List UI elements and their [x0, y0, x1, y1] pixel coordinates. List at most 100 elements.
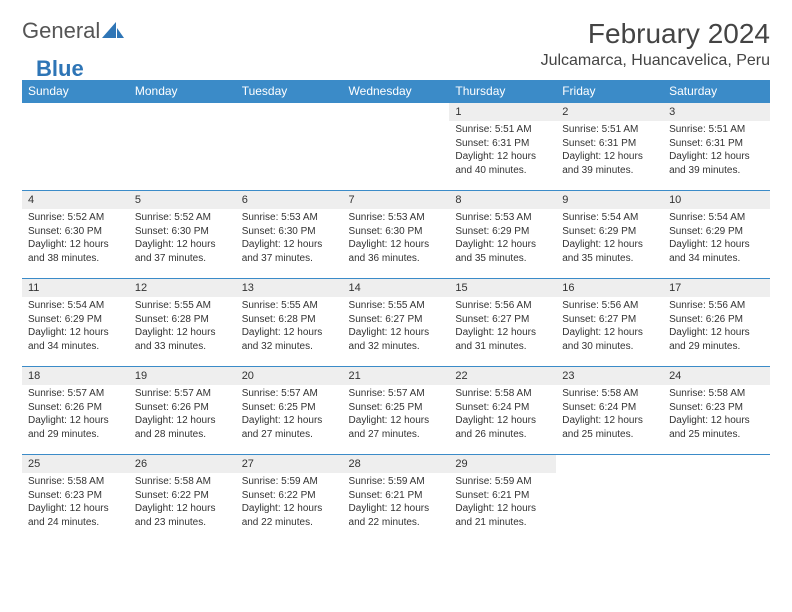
sunset-line: Sunset: 6:29 PM: [28, 314, 102, 325]
calendar-day-cell: 11Sunrise: 5:54 AMSunset: 6:29 PMDayligh…: [22, 279, 129, 367]
sunset-line: Sunset: 6:25 PM: [242, 402, 316, 413]
sunrise-line: Sunrise: 5:52 AM: [135, 212, 211, 223]
day-info: Sunrise: 5:57 AM Sunset: 6:26 PM Daylight:…: [129, 385, 236, 445]
day-number: 20: [236, 367, 343, 385]
sunset-line: Sunset: 6:30 PM: [135, 226, 209, 237]
daylight-line: Daylight: 12 hours and 28 minutes.: [135, 415, 216, 440]
day-number: 3: [663, 103, 770, 121]
day-number: 26: [129, 455, 236, 473]
column-header: Sunday: [22, 80, 129, 103]
sunrise-line: Sunrise: 5:55 AM: [135, 300, 211, 311]
daylight-line: Daylight: 12 hours and 34 minutes.: [28, 327, 109, 352]
day-number: 27: [236, 455, 343, 473]
sunset-line: Sunset: 6:26 PM: [135, 402, 209, 413]
day-number: 22: [449, 367, 556, 385]
calendar-day-cell: 3Sunrise: 5:51 AMSunset: 6:31 PMDaylight…: [663, 103, 770, 191]
day-info: Sunrise: 5:58 AMSunset: 6:23 PMDaylight:…: [22, 473, 129, 533]
sunset-line: Sunset: 6:23 PM: [669, 402, 743, 413]
calendar-body: 1Sunrise: 5:51 AMSunset: 6:31 PMDaylight…: [22, 103, 770, 543]
daylight-line: Daylight: 12 hours and 37 minutes.: [135, 239, 216, 264]
day-number: 10: [663, 191, 770, 209]
calendar-day-cell: 2Sunrise: 5:51 AMSunset: 6:31 PMDaylight…: [556, 103, 663, 191]
day-number: 16: [556, 279, 663, 297]
calendar-day-cell: [343, 103, 450, 191]
day-info: Sunrise: 5:51 AMSunset: 6:31 PMDaylight:…: [663, 121, 770, 181]
daylight-line: Daylight: 12 hours and 27 minutes.: [349, 415, 430, 440]
calendar-day-cell: 6Sunrise: 5:53 AMSunset: 6:30 PMDaylight…: [236, 191, 343, 279]
sunset-line: Sunset: 6:24 PM: [562, 402, 636, 413]
day-number: 19: [129, 367, 236, 385]
calendar-day-cell: 20Sunrise: 5:57 AMSunset: 6:25 PMDayligh…: [236, 367, 343, 455]
column-header: Tuesday: [236, 80, 343, 103]
column-header: Saturday: [663, 80, 770, 103]
day-info: Sunrise: 5:56 AMSunset: 6:27 PMDaylight:…: [556, 297, 663, 357]
day-number: 28: [343, 455, 450, 473]
daylight-line: Daylight: 12 hours and 21 minutes.: [455, 503, 536, 528]
day-info: Sunrise: 5:52 AMSunset: 6:30 PMDaylight:…: [22, 209, 129, 269]
sunrise-line: Sunrise: 5:57 AM: [135, 388, 211, 399]
sunrise-line: Sunrise: 5:56 AM: [562, 300, 638, 311]
sunset-line: Sunset: 6:30 PM: [242, 226, 316, 237]
day-info: Sunrise: 5:59 AMSunset: 6:22 PMDaylight:…: [236, 473, 343, 533]
daylight-line: Daylight: 12 hours and 39 minutes.: [562, 151, 643, 176]
logo: General: [22, 18, 124, 44]
day-info: Sunrise: 5:54 AMSunset: 6:29 PMDaylight:…: [556, 209, 663, 269]
day-info: Sunrise: 5:58 AMSunset: 6:24 PMDaylight:…: [449, 385, 556, 445]
calendar-day-cell: 16Sunrise: 5:56 AMSunset: 6:27 PMDayligh…: [556, 279, 663, 367]
day-number: 11: [22, 279, 129, 297]
sunrise-line: Sunrise: 5:57 AM: [28, 388, 104, 399]
calendar-week-row: 11Sunrise: 5:54 AMSunset: 6:29 PMDayligh…: [22, 279, 770, 367]
sunset-line: Sunset: 6:31 PM: [455, 138, 529, 149]
calendar-day-cell: 27Sunrise: 5:59 AMSunset: 6:22 PMDayligh…: [236, 455, 343, 543]
calendar-week-row: 4Sunrise: 5:52 AMSunset: 6:30 PMDaylight…: [22, 191, 770, 279]
day-info: Sunrise: 5:55 AMSunset: 6:28 PMDaylight:…: [129, 297, 236, 357]
sunrise-line: Sunrise: 5:58 AM: [562, 388, 638, 399]
sunset-line: Sunset: 6:30 PM: [28, 226, 102, 237]
calendar-table: SundayMondayTuesdayWednesdayThursdayFrid…: [22, 80, 770, 543]
title-block: February 2024 Julcamarca, Huancavelica, …: [541, 18, 770, 70]
day-number: 12: [129, 279, 236, 297]
sunset-line: Sunset: 6:27 PM: [349, 314, 423, 325]
calendar-day-cell: 7Sunrise: 5:53 AMSunset: 6:30 PMDaylight…: [343, 191, 450, 279]
month-title: February 2024: [541, 18, 770, 50]
day-info: Sunrise: 5:58 AMSunset: 6:23 PMDaylight:…: [663, 385, 770, 445]
daylight-line: Daylight: 12 hours and 37 minutes.: [242, 239, 323, 264]
day-info: Sunrise: 5:57 AMSunset: 6:25 PMDaylight:…: [236, 385, 343, 445]
daylight-line: Daylight: 12 hours and 26 minutes.: [455, 415, 536, 440]
calendar-week-row: 18Sunrise: 5:57 AMSunset: 6:26 PMDayligh…: [22, 367, 770, 455]
day-number: 5: [129, 191, 236, 209]
calendar-day-cell: [129, 103, 236, 191]
calendar-day-cell: 10Sunrise: 5:54 AMSunset: 6:29 PMDayligh…: [663, 191, 770, 279]
day-number: 25: [22, 455, 129, 473]
sunrise-line: Sunrise: 5:53 AM: [349, 212, 425, 223]
day-info: Sunrise: 5:58 AMSunset: 6:22 PMDaylight:…: [129, 473, 236, 533]
sunset-line: Sunset: 6:28 PM: [242, 314, 316, 325]
calendar-day-cell: 24Sunrise: 5:58 AMSunset: 6:23 PMDayligh…: [663, 367, 770, 455]
day-number: 13: [236, 279, 343, 297]
day-number: 17: [663, 279, 770, 297]
calendar-day-cell: 13Sunrise: 5:55 AMSunset: 6:28 PMDayligh…: [236, 279, 343, 367]
sunrise-line: Sunrise: 5:53 AM: [455, 212, 531, 223]
day-info: Sunrise: 5:55 AMSunset: 6:28 PMDaylight:…: [236, 297, 343, 357]
day-number: 8: [449, 191, 556, 209]
sunrise-line: Sunrise: 5:53 AM: [242, 212, 318, 223]
day-number: 21: [343, 367, 450, 385]
day-info: Sunrise: 5:55 AMSunset: 6:27 PMDaylight:…: [343, 297, 450, 357]
sunrise-line: Sunrise: 5:55 AM: [242, 300, 318, 311]
calendar-day-cell: 8Sunrise: 5:53 AMSunset: 6:29 PMDaylight…: [449, 191, 556, 279]
calendar-day-cell: 18Sunrise: 5:57 AMSunset: 6:26 PMDayligh…: [22, 367, 129, 455]
day-info: Sunrise: 5:51 AMSunset: 6:31 PMDaylight:…: [449, 121, 556, 181]
daylight-line: Daylight: 12 hours and 30 minutes.: [562, 327, 643, 352]
daylight-line: Daylight: 12 hours and 35 minutes.: [562, 239, 643, 264]
daylight-line: Daylight: 12 hours and 29 minutes.: [28, 415, 109, 440]
column-header: Wednesday: [343, 80, 450, 103]
sunrise-line: Sunrise: 5:59 AM: [242, 476, 318, 487]
sunrise-line: Sunrise: 5:57 AM: [242, 388, 318, 399]
calendar-day-cell: 17Sunrise: 5:56 AMSunset: 6:26 PMDayligh…: [663, 279, 770, 367]
sunset-line: Sunset: 6:26 PM: [669, 314, 743, 325]
location: Julcamarca, Huancavelica, Peru: [541, 52, 770, 70]
day-info: Sunrise: 5:59 AMSunset: 6:21 PMDaylight:…: [343, 473, 450, 533]
sunrise-line: Sunrise: 5:57 AM: [349, 388, 425, 399]
daylight-line: Daylight: 12 hours and 31 minutes.: [455, 327, 536, 352]
calendar-day-cell: 15Sunrise: 5:56 AMSunset: 6:27 PMDayligh…: [449, 279, 556, 367]
